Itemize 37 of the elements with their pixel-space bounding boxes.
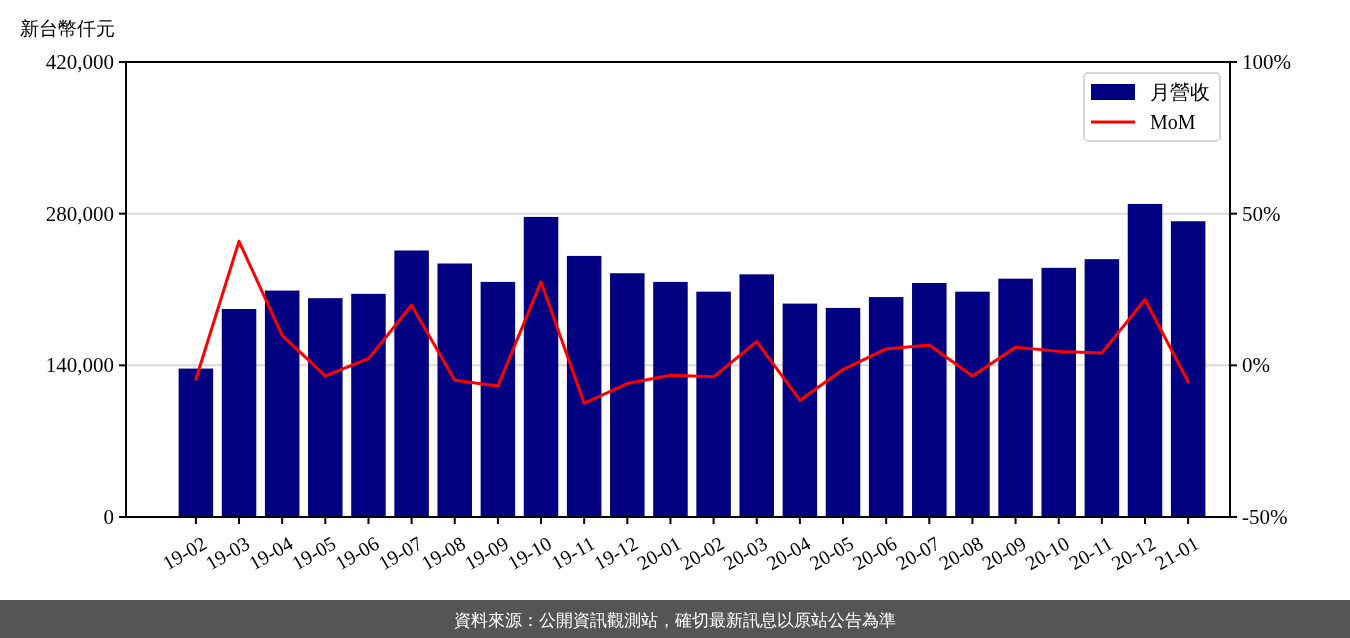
bar <box>480 281 516 517</box>
bar <box>998 278 1033 517</box>
y2-tick-label: -50% <box>1242 505 1288 529</box>
bar <box>351 293 386 517</box>
bar <box>523 216 559 517</box>
bar <box>739 274 774 517</box>
bar <box>308 298 343 517</box>
bar <box>1084 259 1120 517</box>
y2-tick-label: 50% <box>1242 201 1281 226</box>
y-tick-label: 280,000 <box>45 201 114 226</box>
y2-tick-label: 100% <box>1242 50 1291 74</box>
bar <box>912 283 947 517</box>
bar <box>653 281 688 517</box>
bar <box>782 303 818 517</box>
bar <box>178 368 214 517</box>
y-tick-label: 0 <box>103 505 114 529</box>
y-tick-label: 420,000 <box>45 50 114 74</box>
y2-tick-label: 0% <box>1242 353 1270 378</box>
bar <box>1041 267 1076 517</box>
bar <box>221 309 257 517</box>
bar <box>1170 221 1206 517</box>
bar <box>1127 203 1163 517</box>
legend-label: MoM <box>1150 111 1196 133</box>
bar <box>955 291 990 517</box>
bar <box>825 307 861 517</box>
bar <box>394 250 429 517</box>
bar <box>868 297 904 517</box>
bar <box>437 263 472 517</box>
y-tick-label: 140,000 <box>45 353 114 378</box>
bar <box>566 255 602 517</box>
bar <box>264 290 300 517</box>
bar <box>696 291 731 517</box>
bar <box>610 273 645 517</box>
line-series <box>194 239 1190 405</box>
source-note: 資料來源：公開資訊觀測站，確切最新訊息以原站公告為準 <box>454 610 896 630</box>
legend-label: 月營收 <box>1150 81 1210 103</box>
y-axis-title: 新台幣仟元 <box>20 17 115 39</box>
